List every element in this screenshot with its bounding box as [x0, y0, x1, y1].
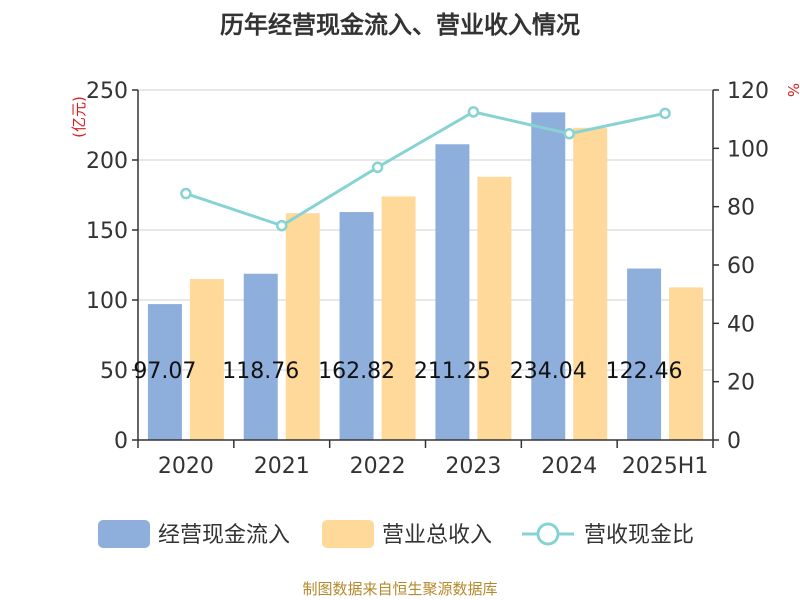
x-tick-label: 2022	[350, 454, 406, 479]
right-tick-label: 80	[727, 196, 755, 221]
bar-cash-inflow	[627, 268, 662, 440]
right-tick-label: 40	[727, 312, 755, 337]
right-tick-label: 60	[727, 254, 755, 279]
bars	[147, 112, 704, 441]
bar-revenue	[381, 196, 416, 440]
data-label-cash-inflow: 118.76	[222, 359, 299, 384]
legend-swatch-cash-inflow	[98, 520, 150, 548]
axes	[132, 89, 719, 448]
legend-label-ratio: 营收现金比	[584, 523, 694, 548]
right-tick-label: 20	[727, 371, 755, 396]
legend: 经营现金流入 营业总收入 营收现金比	[98, 520, 694, 548]
left-tick-label: 50	[100, 359, 128, 384]
left-tick-label: 0	[114, 429, 128, 454]
right-tick-label: 120	[727, 79, 769, 104]
x-tick-label: 2025H1	[622, 454, 709, 479]
bar-cash-inflow	[531, 112, 566, 441]
legend-swatch-revenue	[322, 520, 374, 548]
right-tick-label: 0	[727, 429, 741, 454]
left-tick-label: 250	[86, 79, 128, 104]
ratio-point	[563, 128, 575, 140]
ratio-point	[371, 161, 384, 174]
bar-cash-inflow	[435, 144, 470, 440]
tick-labels: 0 50 100 150 200 250 0 20 40 60 80 100 120 2020 2021 20…	[86, 79, 769, 479]
data-labels: 97.07 118.76 162.82 211.25 234.04 122.46	[133, 359, 682, 384]
bar-revenue	[477, 176, 512, 441]
ratio-point	[276, 219, 288, 232]
left-tick-label: 150	[86, 219, 128, 244]
legend-label-cash-inflow: 经营现金流入	[158, 523, 290, 548]
data-label-cash-inflow: 162.82	[318, 359, 395, 384]
chart-title: 历年经营现金流入、营业收入情况	[220, 11, 580, 39]
x-tick-label: 2020	[158, 454, 214, 479]
bar-revenue	[573, 127, 608, 441]
left-tick-label: 200	[86, 149, 128, 174]
bar-revenue	[669, 287, 704, 440]
bar-cash-inflow	[339, 212, 374, 440]
bar-revenue	[189, 279, 224, 440]
data-label-cash-inflow: 97.07	[133, 359, 196, 384]
ratio-point	[659, 107, 671, 120]
ratio-line	[180, 106, 671, 232]
right-axis-unit: %	[784, 83, 800, 97]
data-label-cash-inflow: 234.04	[510, 359, 587, 384]
legend-swatch-ratio-marker	[536, 522, 560, 546]
x-tick-label: 2023	[445, 454, 501, 479]
x-tick-label: 2021	[254, 454, 310, 479]
grid-lines	[138, 89, 713, 371]
bar-revenue	[285, 213, 320, 440]
ratio-point	[180, 187, 192, 200]
data-source: 制图数据来自恒生聚源数据库	[302, 580, 497, 598]
bar-cash-inflow	[147, 304, 182, 440]
left-tick-label: 100	[86, 289, 128, 314]
data-label-cash-inflow: 122.46	[606, 359, 683, 384]
ratio-point	[467, 106, 480, 118]
ratio-line-path	[185, 110, 666, 228]
data-label-cash-inflow: 211.25	[414, 359, 491, 384]
left-axis-unit: (亿元)	[70, 96, 88, 138]
legend-label-revenue: 营业总收入	[382, 523, 492, 548]
bar-cash-inflow	[243, 273, 278, 440]
right-tick-label: 100	[727, 137, 769, 162]
x-tick-label: 2024	[541, 454, 597, 479]
